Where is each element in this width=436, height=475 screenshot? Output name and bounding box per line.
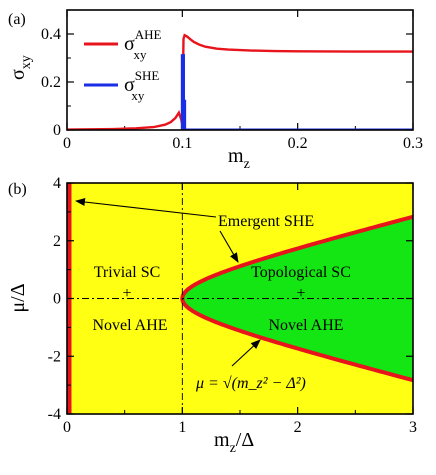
panel-b-xlabel-main: m [214, 429, 230, 451]
x-tick-label: 0 [63, 135, 71, 152]
x-tick-label: 0.3 [403, 135, 423, 152]
panel-a-frame [66, 9, 414, 131]
legend-sigma-she-symbol: σ [124, 74, 135, 96]
legend-entry-sigma-she: σSHE xy [124, 68, 159, 103]
y-tick-label: 0.4 [41, 26, 61, 43]
panel-b-label: (b) [8, 181, 27, 198]
panel-a-ylabel-subscript: xy [19, 55, 34, 69]
legend-sigma-ahe-superscript: AHE [135, 27, 162, 42]
topological-ahe-label: Novel AHE [268, 317, 343, 334]
topological-sc-label: Topological SC [251, 264, 351, 281]
panel-b-frame [66, 182, 414, 415]
emergent-she-arrow-to-boundary [219, 230, 239, 263]
x-tick-label: 0.2 [288, 135, 308, 152]
emergent-she-arrow-to-edge [75, 198, 217, 218]
panel-a-tick-marks [66, 10, 414, 131]
y-tick-label: 0 [53, 291, 61, 308]
y-tick-label: 0.2 [41, 74, 61, 91]
panel-b-xlabel: mz/Δ [214, 429, 254, 456]
y-tick-label: 2 [53, 233, 61, 250]
trivial-sc-label: Trivial SC [94, 264, 161, 281]
emergent-she-label: Emergent SHE [218, 213, 314, 230]
panel-a: (a) 0 0.1 0.2 0.300.20.4 σAHE xy σSHE xy mz σ… [7, 9, 423, 172]
y-tick-label: 0 [53, 122, 61, 139]
legend-sigma-she-superscript: SHE [135, 68, 160, 83]
y-tick-label: -4 [48, 406, 61, 423]
panel-a-xlabel-main: m [228, 145, 244, 167]
trivial-ahe-label: Novel AHE [92, 317, 167, 334]
boundary-formula-label: μ = √(m_z² − Δ²) [195, 375, 306, 392]
panel-b-tick-labels: 0 1 2 3 -4 -2 0 2 4 [48, 175, 417, 436]
panel-a-legend: σAHE xy σSHE xy [84, 27, 162, 103]
x-tick-label: 2 [294, 419, 302, 436]
panel-b-xlabel-subscript: z [230, 441, 236, 456]
panel-a-xlabel: mz [228, 145, 250, 172]
x-tick-label: 3 [409, 419, 417, 436]
panel-a-label: (a) [8, 11, 26, 28]
x-tick-label: 0.1 [172, 135, 192, 152]
x-tick-label: 1 [178, 419, 186, 436]
legend-entry-sigma-ahe: σAHE xy [124, 27, 162, 62]
trivial-plus-label: + [122, 285, 131, 302]
y-tick-label: 4 [53, 175, 61, 192]
y-tick-label: -2 [48, 348, 61, 365]
series-line-sigma-ahe [67, 33, 413, 130]
panel-a-tick-labels: 0 0.1 0.2 0.3 0 0.2 0.4 [41, 26, 423, 152]
legend-sigma-she-subscript: xy [131, 88, 145, 103]
panel-a-ylabel: σxy [7, 55, 34, 80]
panel-b: (b) 0 1 2 3 -4 -2 0 2 4 Trivial SC + Novel AHE T… [7, 175, 417, 456]
panel-b-ylabel: μ/Δ [7, 283, 29, 312]
panel-a-ylabel-main: σ [7, 69, 29, 80]
topological-plus-label: + [296, 285, 305, 302]
legend-sigma-ahe-subscript: xy [134, 47, 148, 62]
x-tick-label: 0 [63, 419, 71, 436]
panel-a-xlabel-subscript: z [244, 157, 250, 172]
series-line-sigma-she [180, 54, 413, 130]
panel-b-xlabel-tail: /Δ [236, 429, 255, 451]
legend-sigma-ahe-symbol: σ [124, 33, 135, 55]
boundary-formula-arrow [231, 339, 261, 367]
